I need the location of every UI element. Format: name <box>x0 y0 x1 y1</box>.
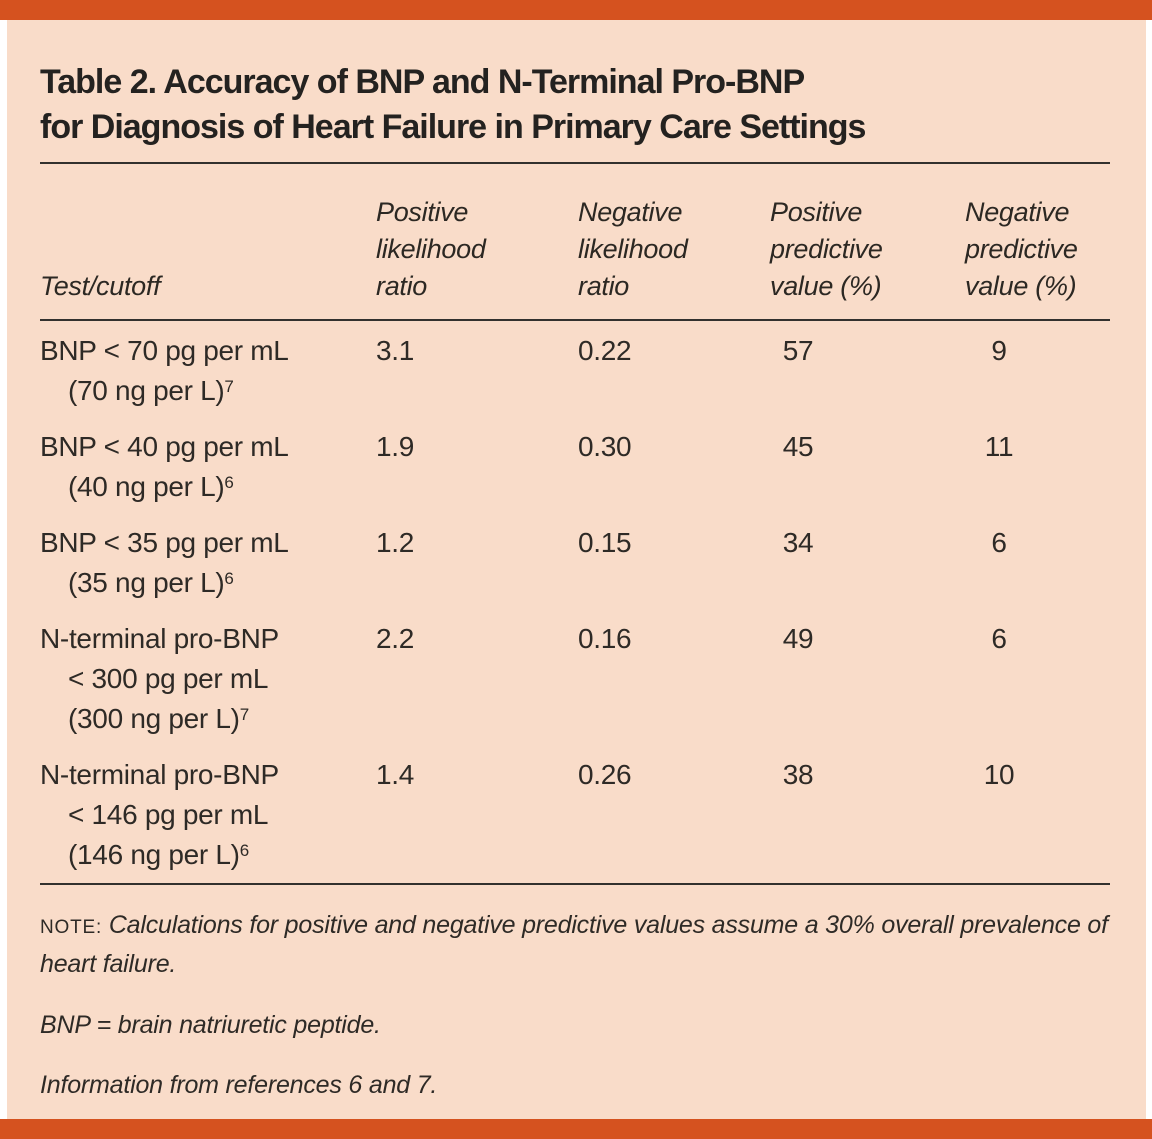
npv-cell: 6 <box>991 527 1007 558</box>
note-label: NOTE: <box>40 917 103 938</box>
npv-cell: 9 <box>991 335 1007 366</box>
header-line: predictive <box>770 234 883 264</box>
reference-superscript: 6 <box>224 473 234 492</box>
column-header-test-cutoff: Test/cutoff <box>40 164 376 321</box>
negative-lr-cell: 0.30 <box>578 431 632 462</box>
test-cutoff-line: < 146 pg per mL <box>68 799 269 830</box>
abbreviation-note: BNP = brain natriuretic peptide. <box>40 1011 381 1039</box>
top-accent-bar <box>0 0 1152 20</box>
ppv-cell: 45 <box>782 431 814 462</box>
header-line: likelihood <box>376 234 486 264</box>
test-name: BNP < 35 pg per mL <box>40 527 289 558</box>
table-title: Table 2. Accuracy of BNP and N-Terminal … <box>40 60 1110 150</box>
title-divider <box>40 162 1110 164</box>
table-panel: Table 2. Accuracy of BNP and N-Terminal … <box>7 20 1146 1119</box>
test-cutoff-cell: N-terminal pro-BNP < 300 pg per mL (300 … <box>40 611 376 747</box>
ppv-cell: 38 <box>782 759 814 790</box>
test-name: BNP < 40 pg per mL <box>40 431 289 462</box>
positive-lr-cell: 1.2 <box>376 527 415 558</box>
negative-lr-cell: 0.16 <box>578 623 632 654</box>
header-line: likelihood <box>578 234 688 264</box>
table-row: N-terminal pro-BNP < 300 pg per mL (300 … <box>40 611 1110 747</box>
header-line: Test/cutoff <box>40 271 161 301</box>
test-cutoff-cell: BNP < 40 pg per mL (40 ng per L)6 <box>40 419 376 515</box>
test-cutoff-cell: BNP < 35 pg per mL (35 ng per L)6 <box>40 515 376 611</box>
npv-cell: 11 <box>984 431 1014 462</box>
bottom-accent-bar <box>0 1119 1152 1139</box>
header-line: predictive <box>965 234 1078 264</box>
positive-lr-cell: 1.4 <box>376 759 415 790</box>
reference-superscript: 7 <box>224 377 234 396</box>
header-line: ratio <box>376 271 428 301</box>
table-title-line2: for Diagnosis of Heart Failure in Primar… <box>40 108 866 146</box>
column-header-negative-predictive-value: Negative predictive value (%) <box>965 164 1110 321</box>
test-cutoff-alt-units: (300 ng per L)7 <box>68 703 249 734</box>
negative-lr-cell: 0.26 <box>578 759 632 790</box>
npv-cell: 10 <box>983 759 1015 790</box>
test-name: N-terminal pro-BNP <box>40 759 279 790</box>
column-header-negative-likelihood-ratio: Negative likelihood ratio <box>578 164 770 321</box>
test-cutoff-alt-units: (146 ng per L)6 <box>68 839 249 870</box>
reference-superscript: 7 <box>239 705 249 724</box>
test-cutoff-alt-units: (35 ng per L)6 <box>68 567 234 598</box>
header-row: Test/cutoff Positive likelihood ratio Ne… <box>40 164 1110 321</box>
ppv-cell: 57 <box>782 335 814 366</box>
test-cutoff-cell: BNP < 70 pg per mL (70 ng per L)7 <box>40 320 376 419</box>
table-row: BNP < 70 pg per mL (70 ng per L)7 3.1 0.… <box>40 320 1110 419</box>
accuracy-table: Test/cutoff Positive likelihood ratio Ne… <box>40 164 1110 885</box>
header-line: Positive <box>770 197 863 227</box>
table-row: BNP < 35 pg per mL (35 ng per L)6 1.2 0.… <box>40 515 1110 611</box>
test-cutoff-line: < 300 pg per mL <box>68 663 269 694</box>
test-name: BNP < 70 pg per mL <box>40 335 289 366</box>
column-header-positive-predictive-value: Positive predictive value (%) <box>770 164 965 321</box>
ppv-cell: 34 <box>782 527 814 558</box>
header-line: Negative <box>578 197 683 227</box>
positive-lr-cell: 3.1 <box>376 335 415 366</box>
test-name: N-terminal pro-BNP <box>40 623 279 654</box>
npv-cell: 6 <box>991 623 1007 654</box>
header-line: Negative <box>965 197 1070 227</box>
test-cutoff-cell: N-terminal pro-BNP < 146 pg per mL (146 … <box>40 747 376 884</box>
positive-lr-cell: 2.2 <box>376 623 415 654</box>
note-text: Calculations for positive and negative p… <box>40 911 1108 978</box>
table-title-line1: Table 2. Accuracy of BNP and N-Terminal … <box>40 63 805 101</box>
column-header-positive-likelihood-ratio: Positive likelihood ratio <box>376 164 578 321</box>
reference-superscript: 6 <box>224 569 234 588</box>
negative-lr-cell: 0.15 <box>578 527 632 558</box>
table-row: N-terminal pro-BNP < 146 pg per mL (146 … <box>40 747 1110 884</box>
reference-superscript: 6 <box>239 841 249 860</box>
positive-lr-cell: 1.9 <box>376 431 415 462</box>
header-line: value (%) <box>770 271 882 301</box>
note-paragraph: NOTE: Calculations for positive and nega… <box>40 907 1110 982</box>
table-row: BNP < 40 pg per mL (40 ng per L)6 1.9 0.… <box>40 419 1110 515</box>
header-line: value (%) <box>965 271 1077 301</box>
source-note: Information from references 6 and 7. <box>40 1071 438 1099</box>
ppv-cell: 49 <box>782 623 814 654</box>
test-cutoff-alt-units: (40 ng per L)6 <box>68 471 234 502</box>
test-cutoff-alt-units: (70 ng per L)7 <box>68 375 234 406</box>
negative-lr-cell: 0.22 <box>578 335 632 366</box>
header-line: ratio <box>578 271 630 301</box>
header-line: Positive <box>376 197 469 227</box>
